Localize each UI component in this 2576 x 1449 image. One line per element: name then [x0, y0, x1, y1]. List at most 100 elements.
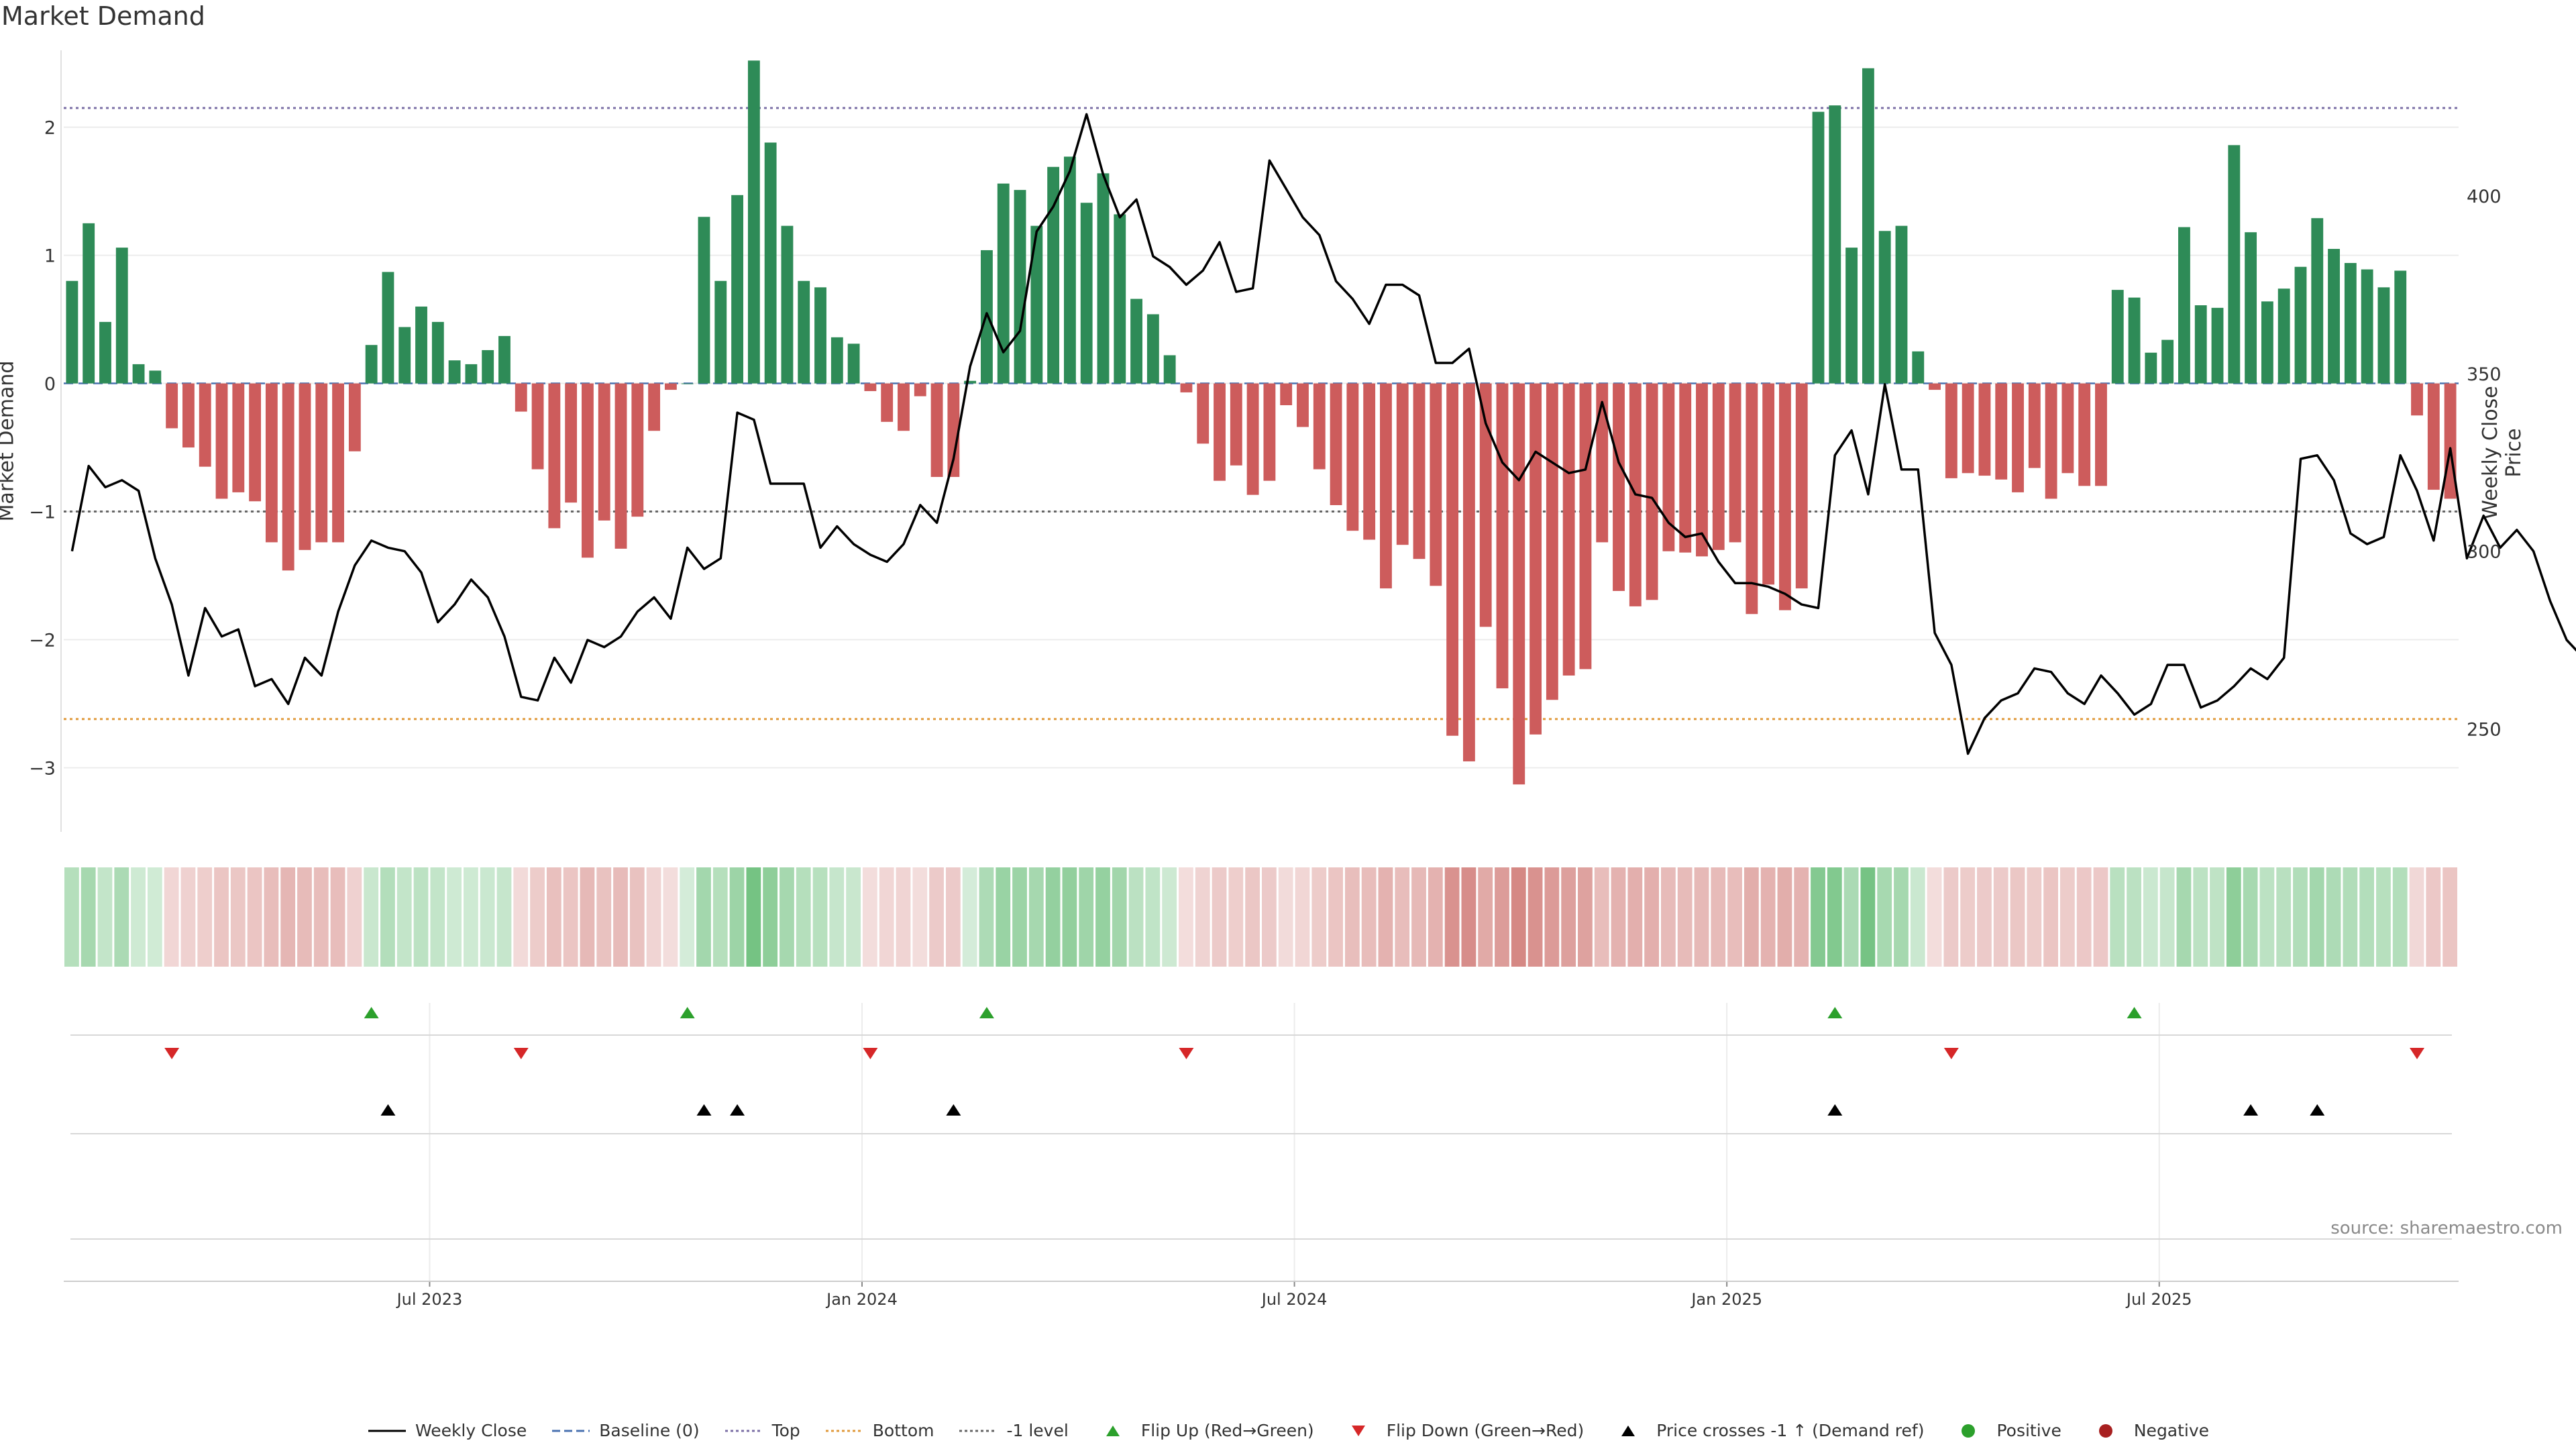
legend-item: Positive: [1948, 1421, 2061, 1440]
demand-bar-positive: [2111, 290, 2124, 384]
demand-bar-positive: [830, 337, 843, 384]
demand-bar-negative: [2012, 383, 2024, 492]
demand-bar-negative: [332, 383, 344, 543]
heat-cell: [2043, 867, 2058, 967]
demand-bar-positive: [2394, 270, 2407, 384]
heat-cell: [496, 867, 512, 967]
demand-bar-negative: [1297, 383, 1309, 427]
heat-cell: [1278, 867, 1293, 967]
price-cross-marker: [2243, 1104, 2259, 1116]
heat-cell: [1378, 867, 1393, 967]
demand-bar-positive: [1114, 214, 1126, 384]
demand-bar-negative: [1496, 383, 1509, 689]
heat-cell: [1328, 867, 1343, 967]
heat-cell: [1411, 867, 1426, 967]
demand-bar-negative: [1263, 383, 1276, 481]
heat-cell: [2110, 867, 2125, 967]
grid-lines: [64, 126, 2459, 1281]
heat-cell: [2259, 867, 2275, 967]
demand-bar-positive: [365, 345, 378, 384]
heat-cell: [2010, 867, 2025, 967]
y2-tick-label: 400: [2467, 186, 2502, 207]
heat-cell: [114, 867, 129, 967]
heat-cell: [996, 867, 1011, 967]
heat-cell: [2143, 867, 2158, 967]
heat-cell: [64, 867, 79, 967]
heat-cell: [2243, 867, 2258, 967]
circle-icon: [1962, 1424, 1976, 1438]
heat-cell: [979, 867, 994, 967]
legend-item: Weekly Close: [367, 1421, 527, 1440]
demand-bar-negative: [1679, 383, 1692, 553]
heat-cell: [2159, 867, 2175, 967]
y-tick-label: −1: [29, 502, 56, 523]
demand-bar-negative: [565, 383, 578, 503]
heat-cell: [2276, 867, 2292, 967]
heat-cell: [1777, 867, 1792, 967]
price-cross-marker: [946, 1104, 961, 1116]
demand-bar-positive: [964, 380, 977, 384]
demand-bar-negative: [531, 383, 544, 470]
demand-bar-negative: [1795, 383, 1808, 589]
heat-cell: [2309, 867, 2324, 967]
demand-bar-positive: [83, 223, 95, 384]
legend-item: Baseline (0): [551, 1421, 700, 1440]
heat-cell: [879, 867, 894, 967]
demand-bar-negative: [1214, 383, 1226, 481]
demand-bar-negative: [947, 383, 960, 477]
y-tick-label: 0: [44, 374, 56, 395]
legend-item: Negative: [2086, 1421, 2209, 1440]
demand-bar-positive: [764, 142, 777, 384]
legend-item: Top: [724, 1421, 800, 1440]
heat-cell: [1578, 867, 1593, 967]
heat-cell: [596, 867, 612, 967]
demand-heat-strip: [64, 867, 2457, 967]
demand-bar-negative: [1313, 383, 1326, 470]
demand-bar-negative: [1230, 383, 1242, 466]
heat-cell: [164, 867, 179, 967]
demand-bar-positive: [698, 217, 710, 384]
legend-label: -1 level: [1006, 1421, 1069, 1440]
y2-tick-label: 300: [2467, 542, 2502, 563]
triangle-down-icon: [1351, 1425, 1365, 1436]
heat-cell: [1993, 867, 2008, 967]
heat-cell: [2176, 867, 2192, 967]
demand-bar-positive: [1097, 173, 1110, 384]
flip-down-marker: [164, 1048, 180, 1059]
x-tick-label: Jan 2024: [825, 1290, 898, 1309]
heat-cell: [1894, 867, 1909, 967]
demand-bar-positive: [798, 280, 810, 384]
heat-cell: [2210, 867, 2224, 967]
demand-bar-positive: [1829, 105, 1841, 384]
axes: −3 −2 −1 0 1 2 250 300 350 400 Jul 2023 Jan 2024 Jul…: [29, 50, 2502, 1309]
chart-title: Market Demand: [1, 1, 205, 31]
flip-down-marker: [2410, 1048, 2425, 1059]
demand-bar-positive: [1030, 225, 1043, 384]
demand-bar-positive: [747, 60, 760, 384]
y-tick-label: 1: [44, 246, 56, 267]
heat-cell: [1544, 867, 1560, 967]
triangle-up-icon: [1106, 1425, 1120, 1436]
heat-cell: [2426, 867, 2441, 967]
heat-cell: [364, 867, 379, 967]
flip-down-marker: [1179, 1048, 1194, 1059]
heat-cell: [247, 867, 262, 967]
demand-bar-positive: [1912, 351, 1925, 384]
heat-cell: [696, 867, 711, 967]
price-series: [70, 113, 2576, 755]
demand-bar-negative: [1430, 383, 1442, 586]
heat-cell: [812, 867, 828, 967]
heat-cell: [613, 867, 628, 967]
heat-cell: [1311, 867, 1327, 967]
demand-bar-positive: [1812, 111, 1825, 384]
line-solid-icon: [368, 1430, 406, 1432]
demand-bar-negative: [1662, 383, 1675, 551]
legend-item: Bottom: [824, 1421, 934, 1440]
heat-cell: [829, 867, 845, 967]
heat-cell: [1444, 867, 1460, 967]
legend-label: Positive: [1996, 1421, 2061, 1440]
demand-bar-positive: [714, 280, 727, 384]
demand-bar-negative: [1579, 383, 1592, 669]
heat-cell: [1561, 867, 1576, 967]
